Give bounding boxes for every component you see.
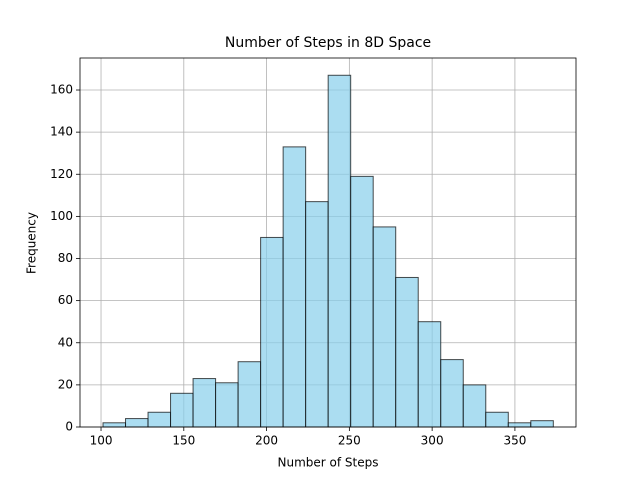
- y-tick-label: 120: [50, 167, 73, 181]
- y-tick-label: 20: [58, 377, 73, 391]
- y-tick-label: 40: [58, 335, 73, 349]
- bar: [192, 378, 217, 428]
- x-tick-label: 100: [90, 434, 113, 448]
- y-tick-label: 160: [50, 83, 73, 97]
- x-tick-label: 350: [503, 434, 526, 448]
- bar: [530, 420, 554, 428]
- bar: [260, 236, 284, 428]
- y-tick-label: 100: [50, 209, 73, 223]
- bar: [440, 359, 464, 428]
- bar: [462, 384, 487, 428]
- bar: [170, 392, 194, 428]
- x-axis-label: Number of Steps: [278, 456, 379, 470]
- x-tick-label: 150: [172, 434, 195, 448]
- y-tick-label: 80: [58, 251, 73, 265]
- x-tick-label: 250: [338, 434, 361, 448]
- bar: [507, 422, 532, 428]
- y-tick-label: 140: [50, 125, 73, 139]
- bar: [237, 361, 262, 428]
- bar: [282, 146, 307, 428]
- y-tick-label: 0: [65, 420, 73, 434]
- bar: [215, 382, 239, 428]
- bar: [125, 418, 149, 428]
- plot-frame: [79, 57, 577, 428]
- x-tick-label: 200: [255, 434, 278, 448]
- chart-title: Number of Steps in 8D Space: [225, 35, 431, 51]
- bar: [305, 201, 329, 428]
- bar: [372, 226, 397, 428]
- bar: [102, 422, 127, 428]
- y-axis-label: Frequency: [25, 212, 39, 274]
- bar: [350, 175, 374, 428]
- bar: [485, 411, 509, 428]
- bar: [147, 411, 172, 428]
- y-tick-label: 60: [58, 293, 73, 307]
- bar: [395, 276, 419, 428]
- x-tick-label: 300: [421, 434, 444, 448]
- bar: [327, 74, 352, 428]
- bar: [417, 321, 442, 428]
